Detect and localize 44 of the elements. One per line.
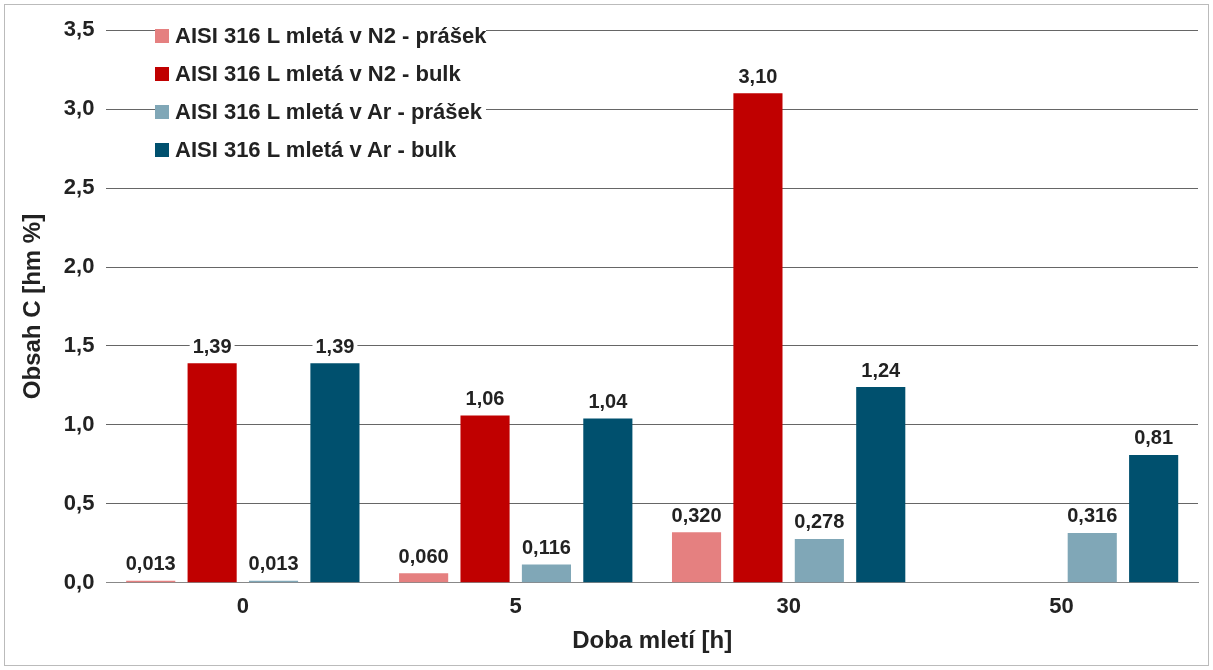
bar bbox=[521, 564, 571, 583]
y-tick-label: 1,5 bbox=[63, 332, 95, 358]
bar bbox=[1067, 532, 1117, 583]
data-label: 1,39 bbox=[315, 334, 355, 357]
bar bbox=[583, 418, 633, 583]
legend-label: AISI 316 L mletá v N2 - prášek bbox=[175, 23, 487, 49]
bar bbox=[1129, 454, 1179, 583]
data-label: 1,06 bbox=[465, 386, 505, 409]
legend-label: AISI 316 L mletá v Ar - bulk bbox=[175, 137, 457, 163]
data-label: 0,81 bbox=[1134, 426, 1174, 449]
x-axis-title: Doba mletí [h] bbox=[572, 626, 733, 654]
x-tick-label: 5 bbox=[509, 593, 522, 619]
x-tick-label: 50 bbox=[1049, 593, 1074, 619]
legend-label: AISI 316 L mletá v Ar - prášek bbox=[175, 99, 482, 125]
x-tick-label: 30 bbox=[776, 593, 801, 619]
data-label: 1,04 bbox=[588, 390, 629, 413]
y-tick-label: 2,0 bbox=[63, 253, 95, 279]
data-label: 0,320 bbox=[671, 503, 722, 526]
bar bbox=[187, 363, 237, 583]
data-label: 0,013 bbox=[248, 552, 299, 575]
bar bbox=[856, 387, 906, 583]
bar bbox=[310, 363, 360, 583]
y-tick-label: 3,5 bbox=[63, 16, 95, 42]
data-label: 0,060 bbox=[398, 544, 449, 567]
x-tick-label: 0 bbox=[236, 593, 249, 619]
bar bbox=[733, 93, 783, 583]
legend-label: AISI 316 L mletá v N2 - bulk bbox=[175, 61, 461, 87]
y-tick-label: 3,0 bbox=[63, 95, 95, 121]
data-label: 1,24 bbox=[861, 358, 902, 381]
data-label: 0,316 bbox=[1067, 504, 1118, 527]
data-label: 3,10 bbox=[738, 64, 778, 87]
y-tick-label: 0,0 bbox=[63, 568, 95, 594]
bar bbox=[399, 573, 449, 583]
data-label: 0,278 bbox=[794, 510, 845, 533]
data-label: 0,116 bbox=[521, 536, 571, 558]
y-tick-label: 0,5 bbox=[63, 489, 95, 515]
data-label: 0,013 bbox=[125, 552, 176, 575]
bar bbox=[460, 415, 510, 583]
y-tick-label: 2,5 bbox=[63, 174, 95, 200]
bar bbox=[671, 532, 722, 583]
data-label: 1,39 bbox=[192, 334, 232, 357]
y-axis-title: Obsah C [hm %] bbox=[18, 213, 46, 400]
y-tick-label: 1,0 bbox=[63, 410, 95, 436]
bar bbox=[794, 538, 844, 583]
